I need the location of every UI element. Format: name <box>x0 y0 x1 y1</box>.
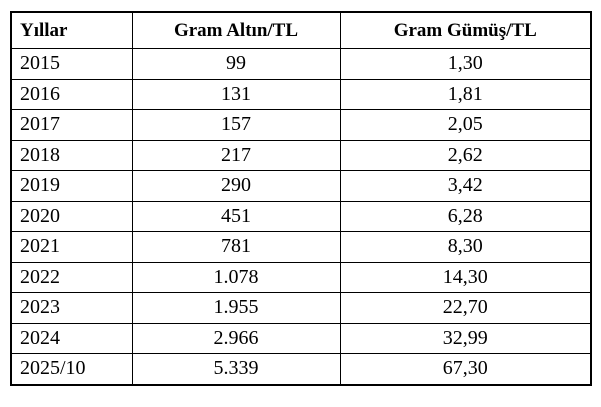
gold-value-cell: 5.339 <box>131 353 341 385</box>
silver-value-cell: 22,70 <box>339 292 592 324</box>
column-header-gold: Gram Altın/TL <box>131 11 341 49</box>
year-cell: 2020 <box>10 200 133 232</box>
table-row: 2025/10 5.339 67,30 <box>10 353 592 385</box>
silver-value-cell: 3,42 <box>339 170 592 202</box>
gold-value-cell: 1.955 <box>131 292 341 324</box>
year-cell: 2022 <box>10 261 133 293</box>
year-cell: 2021 <box>10 231 133 263</box>
gold-value-cell: 290 <box>131 170 341 202</box>
table-row: 2021 781 8,30 <box>10 231 592 263</box>
table-body: 2015 99 1,30 2016 131 1,81 2017 157 2,05… <box>10 48 592 385</box>
table-row: 2020 451 6,28 <box>10 200 592 232</box>
gold-value-cell: 157 <box>131 109 341 141</box>
gold-value-cell: 2.966 <box>131 322 341 354</box>
table-row: 2017 157 2,05 <box>10 109 592 141</box>
silver-value-cell: 14,30 <box>339 261 592 293</box>
column-header-silver: Gram Gümüş/TL <box>339 11 592 49</box>
year-cell: 2017 <box>10 109 133 141</box>
year-cell: 2024 <box>10 322 133 354</box>
table-row: 2022 1.078 14,30 <box>10 261 592 293</box>
year-cell: 2018 <box>10 139 133 171</box>
silver-value-cell: 8,30 <box>339 231 592 263</box>
gold-value-cell: 99 <box>131 48 341 80</box>
table-row: 2016 131 1,81 <box>10 78 592 110</box>
silver-value-cell: 32,99 <box>339 322 592 354</box>
year-cell: 2023 <box>10 292 133 324</box>
header-row: Yıllar Gram Altın/TL Gram Gümüş/TL <box>10 11 592 49</box>
year-cell: 2025/10 <box>10 353 133 385</box>
silver-value-cell: 1,81 <box>339 78 592 110</box>
silver-value-cell: 67,30 <box>339 353 592 385</box>
silver-value-cell: 6,28 <box>339 200 592 232</box>
gold-silver-price-table: Yıllar Gram Altın/TL Gram Gümüş/TL 2015 … <box>10 11 592 386</box>
table-row: 2019 290 3,42 <box>10 170 592 202</box>
gold-value-cell: 131 <box>131 78 341 110</box>
year-cell: 2016 <box>10 78 133 110</box>
gold-value-cell: 217 <box>131 139 341 171</box>
table-row: 2024 2.966 32,99 <box>10 322 592 354</box>
table-header: Yıllar Gram Altın/TL Gram Gümüş/TL <box>10 11 592 49</box>
gold-value-cell: 451 <box>131 200 341 232</box>
table-row: 2018 217 2,62 <box>10 139 592 171</box>
table-row: 2015 99 1,30 <box>10 48 592 80</box>
column-header-years: Yıllar <box>10 11 133 49</box>
silver-value-cell: 1,30 <box>339 48 592 80</box>
year-cell: 2015 <box>10 48 133 80</box>
year-cell: 2019 <box>10 170 133 202</box>
silver-value-cell: 2,05 <box>339 109 592 141</box>
silver-value-cell: 2,62 <box>339 139 592 171</box>
gold-value-cell: 1.078 <box>131 261 341 293</box>
table-row: 2023 1.955 22,70 <box>10 292 592 324</box>
gold-value-cell: 781 <box>131 231 341 263</box>
